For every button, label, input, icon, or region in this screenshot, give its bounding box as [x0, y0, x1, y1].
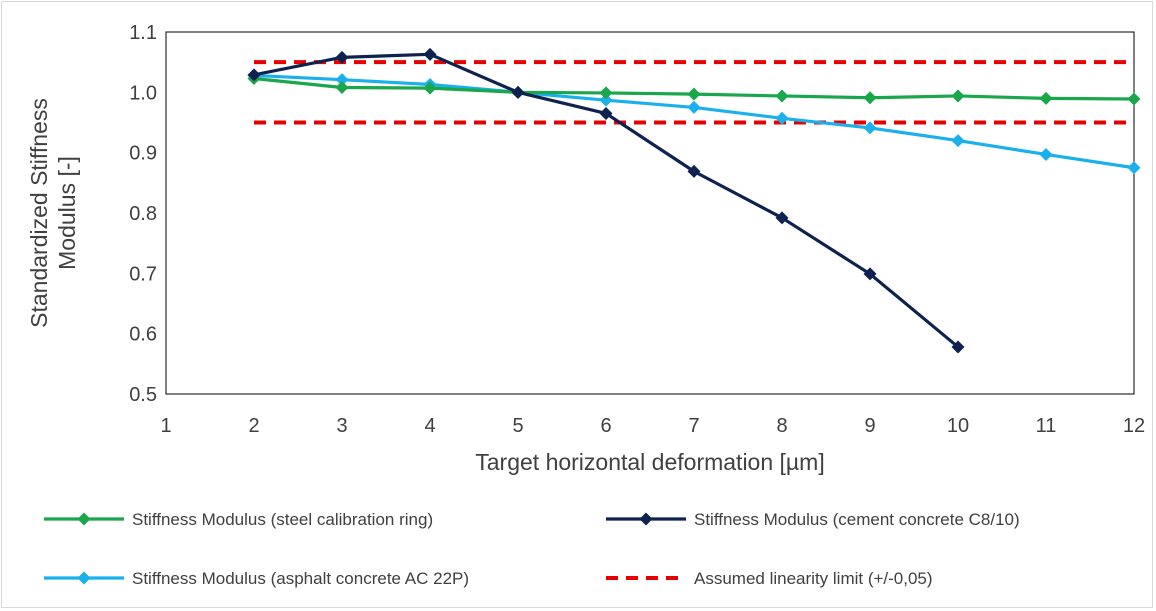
y-tick-label: 0.7: [129, 263, 157, 285]
data-point: [775, 111, 789, 125]
x-tick-label: 4: [424, 415, 435, 437]
data-point: [687, 164, 701, 178]
x-tick-label: 7: [688, 415, 699, 437]
data-point: [335, 50, 349, 64]
y-axis-title-line-1: Standardized Stiffness: [26, 98, 52, 328]
data-point: [863, 91, 877, 105]
plot-area: [165, 31, 1135, 395]
data-point: [687, 100, 701, 114]
legend-item-1: Stiffness Modulus (cement concrete C8/10…: [606, 510, 1020, 529]
legend-item-2: Stiffness Modulus (asphalt concrete AC 2…: [44, 569, 469, 588]
legend-marker: [639, 512, 653, 526]
x-axis-ticks: 1 2 3 4 5 6 7 8 9 10 11 12: [160, 415, 1145, 437]
data-point: [599, 86, 613, 100]
series-0: [247, 71, 1141, 106]
x-tick-label: 5: [512, 415, 523, 437]
legend-label: Stiffness Modulus (cement concrete C8/10…: [694, 510, 1020, 529]
data-point: [1127, 161, 1141, 175]
series-layer: [247, 47, 1141, 354]
data-point: [1127, 92, 1141, 106]
x-tick-label: 2: [248, 415, 259, 437]
y-tick-label: 0.8: [129, 203, 157, 225]
legend-label: Assumed linearity limit (+/-0,05): [694, 569, 933, 588]
x-tick-label: 9: [864, 415, 875, 437]
x-tick-label: 12: [1123, 415, 1145, 437]
data-point: [951, 89, 965, 103]
y-axis-title: Standardized Stiffness Modulus [-]: [26, 98, 80, 328]
data-point: [1039, 91, 1053, 105]
y-axis-ticks: 0.5 0.6 0.7 0.8 0.9 1.0 1.1: [129, 22, 157, 406]
x-tick-label: 11: [1036, 415, 1057, 437]
x-tick-label: 8: [776, 415, 787, 437]
data-point: [863, 267, 877, 281]
series-1: [247, 47, 965, 354]
y-tick-label: 0.5: [129, 384, 157, 406]
data-point: [335, 81, 349, 95]
data-point: [1039, 147, 1053, 161]
plot-border: [165, 31, 1135, 395]
data-point: [423, 81, 437, 95]
data-point: [951, 134, 965, 148]
legend: Stiffness Modulus (steel calibration rin…: [44, 510, 1020, 588]
legend-item-0: Stiffness Modulus (steel calibration rin…: [44, 510, 433, 529]
y-axis-title-line-2: Modulus [-]: [54, 156, 80, 270]
x-tick-label: 1: [160, 415, 171, 437]
data-point: [599, 93, 613, 107]
x-tick-label: 10: [947, 415, 969, 437]
x-axis-title: Target horizontal deformation [µm]: [475, 449, 824, 475]
legend-marker: [77, 571, 91, 585]
legend-label: Stiffness Modulus (steel calibration rin…: [132, 510, 433, 529]
data-point: [775, 211, 789, 225]
legend-item-3: Assumed linearity limit (+/-0,05): [606, 569, 933, 588]
x-tick-label: 6: [600, 415, 611, 437]
data-point: [247, 68, 261, 82]
y-tick-label: 1.0: [129, 82, 157, 104]
y-tick-label: 0.6: [129, 324, 157, 346]
data-point: [775, 89, 789, 103]
y-tick-label: 0.9: [129, 143, 157, 165]
data-point: [423, 47, 437, 61]
data-point: [951, 340, 965, 354]
data-point: [511, 85, 525, 99]
y-tick-label: 1.1: [129, 22, 157, 44]
x-tick-label: 3: [336, 415, 347, 437]
data-point: [687, 87, 701, 101]
data-point: [335, 73, 349, 87]
data-point: [863, 121, 877, 135]
data-point: [599, 106, 613, 120]
legend-label: Stiffness Modulus (asphalt concrete AC 2…: [132, 569, 469, 588]
legend-marker: [77, 512, 91, 526]
